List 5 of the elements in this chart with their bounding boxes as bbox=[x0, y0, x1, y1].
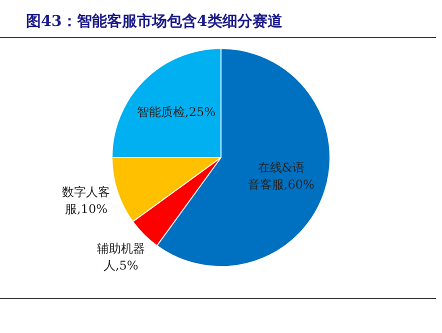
chart-title: 图43：智能客服市场包含4类细分赛道 bbox=[26, 12, 282, 31]
slice-label: 数字人客服,10% bbox=[62, 184, 110, 216]
slice-label: 在线&语音客服,60% bbox=[248, 160, 314, 192]
slice-label: 智能质检,25% bbox=[137, 104, 216, 119]
slice-label: 辅助机器人,5% bbox=[96, 241, 145, 272]
